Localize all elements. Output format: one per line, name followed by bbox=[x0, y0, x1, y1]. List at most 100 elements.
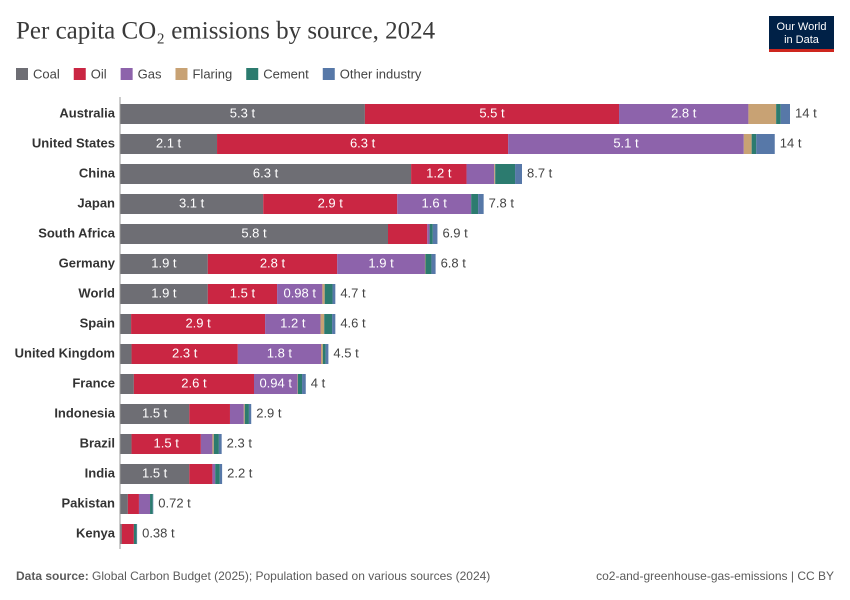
bar-segment bbox=[432, 224, 438, 244]
bar-segment bbox=[263, 194, 398, 214]
bar-segment bbox=[120, 284, 208, 304]
bar-segment bbox=[748, 104, 777, 124]
segment-label: 1.9 t bbox=[151, 285, 177, 300]
total-label: 2.2 t bbox=[227, 465, 253, 480]
segment-label: 0.98 t bbox=[283, 285, 316, 300]
bar-segment bbox=[120, 434, 132, 454]
bar-segment bbox=[120, 194, 264, 214]
bar-segment bbox=[332, 314, 336, 334]
segment-label: 3.1 t bbox=[179, 195, 205, 210]
legend-swatch bbox=[73, 68, 86, 80]
segment-label: 5.5 t bbox=[479, 105, 505, 120]
bar-segment bbox=[120, 164, 412, 184]
logo-box bbox=[769, 16, 834, 52]
segment-label: 1.9 t bbox=[151, 255, 177, 270]
bar-segment bbox=[189, 404, 230, 424]
legend-label: Cement bbox=[263, 66, 309, 81]
segment-label: 1.5 t bbox=[142, 465, 168, 480]
footer-right: co2-and-greenhouse-gas-emissions | CC BY bbox=[596, 569, 834, 583]
segment-label: 1.2 t bbox=[426, 165, 452, 180]
bar-segment bbox=[776, 104, 781, 124]
category-label: Brazil bbox=[80, 435, 115, 450]
bar-segment bbox=[508, 134, 744, 154]
bar-segment bbox=[743, 134, 752, 154]
bar-segment bbox=[254, 374, 298, 394]
legend-label: Coal bbox=[33, 66, 60, 81]
bar-segment bbox=[212, 434, 214, 454]
bar-segment bbox=[619, 104, 749, 124]
bar-segment bbox=[150, 494, 153, 514]
legend: Coal Oil Gas Flaring Cement Other industry bbox=[16, 66, 422, 81]
bar-segment bbox=[243, 404, 245, 424]
bar-segment bbox=[297, 374, 303, 394]
bar-segment bbox=[466, 164, 495, 184]
legend-swatch bbox=[246, 68, 259, 80]
total-label: 4.6 t bbox=[340, 315, 366, 330]
segment-label: 1.6 t bbox=[422, 195, 448, 210]
category-label: France bbox=[72, 375, 115, 390]
bar-segment bbox=[364, 104, 620, 124]
bar-segment bbox=[320, 314, 325, 334]
legend-swatch bbox=[175, 68, 188, 80]
bar-segment bbox=[218, 434, 222, 454]
segment-label: 2.1 t bbox=[156, 135, 182, 150]
bar-segment bbox=[120, 344, 132, 364]
total-label: 8.7 t bbox=[527, 165, 553, 180]
bar-segment bbox=[207, 284, 278, 304]
category-label: Spain bbox=[80, 315, 115, 330]
category-label: Indonesia bbox=[54, 405, 115, 420]
bar-segment bbox=[325, 344, 329, 364]
category-label: India bbox=[85, 465, 116, 480]
bar-segment bbox=[397, 194, 472, 214]
bar-segment bbox=[515, 164, 522, 184]
bar-segment bbox=[388, 224, 428, 244]
bar-segment bbox=[121, 524, 134, 544]
segment-label: 1.5 t bbox=[230, 285, 256, 300]
segment-label: 2.8 t bbox=[260, 255, 286, 270]
bar-segment bbox=[337, 254, 425, 274]
bar-segment bbox=[237, 344, 321, 364]
source-text: Global Carbon Budget (2025); Population … bbox=[92, 569, 490, 583]
bar-segment bbox=[751, 134, 757, 154]
bar-segment bbox=[120, 314, 132, 334]
bar-segment bbox=[478, 194, 484, 214]
category-label: Kenya bbox=[76, 525, 116, 540]
bar-segment bbox=[131, 344, 238, 364]
segment-label: 1.2 t bbox=[280, 315, 306, 330]
bar-segment bbox=[324, 314, 333, 334]
segment-label: 2.9 t bbox=[185, 315, 211, 330]
legend-label: Oil bbox=[91, 66, 107, 81]
bar-segment bbox=[133, 524, 137, 544]
bar-segment bbox=[189, 464, 213, 484]
category-label: United States bbox=[32, 135, 115, 150]
bar-segment bbox=[215, 464, 220, 484]
segment-label: 1.8 t bbox=[267, 345, 293, 360]
category-label: Japan bbox=[77, 195, 115, 210]
total-label: 6.9 t bbox=[442, 225, 468, 240]
segment-label: 2.6 t bbox=[181, 375, 207, 390]
bar-segment bbox=[431, 254, 436, 274]
bar-segment bbox=[471, 194, 479, 214]
bar-segment bbox=[120, 524, 122, 544]
category-label: South Africa bbox=[38, 225, 116, 240]
bar-segment bbox=[133, 374, 254, 394]
bar-segment bbox=[495, 164, 516, 184]
legend-label: Other industry bbox=[340, 66, 422, 81]
total-label: 0.38 t bbox=[142, 525, 175, 540]
bar-segment bbox=[217, 134, 509, 154]
bar-segment bbox=[322, 284, 325, 304]
legend-swatch bbox=[120, 68, 133, 80]
bar-segment bbox=[425, 254, 432, 274]
segment-label: 1.9 t bbox=[368, 255, 394, 270]
bar-segment bbox=[265, 314, 321, 334]
total-label: 4.5 t bbox=[333, 345, 359, 360]
segment-label: 2.9 t bbox=[318, 195, 344, 210]
bar-segment bbox=[277, 284, 323, 304]
segment-label: 6.3 t bbox=[350, 135, 376, 150]
segment-label: 5.3 t bbox=[230, 105, 256, 120]
bar-segment bbox=[411, 164, 467, 184]
bar-segment bbox=[131, 434, 201, 454]
bar-segment bbox=[131, 314, 266, 334]
bar-segment bbox=[229, 404, 244, 424]
